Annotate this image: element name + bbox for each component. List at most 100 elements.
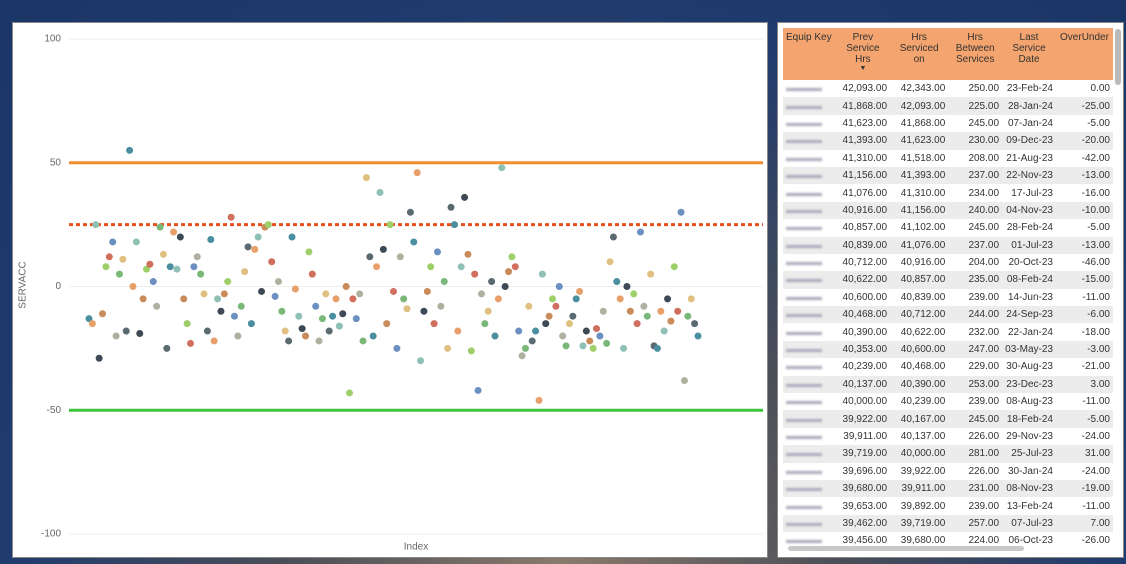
table-cell: 232.00 <box>968 326 1000 338</box>
table-cell: 42,093.00 <box>842 83 888 95</box>
redacted-text <box>786 453 822 457</box>
point <box>680 377 688 385</box>
y-axis-label: SERVACC <box>18 261 29 308</box>
table-cell: 01-Jul-23 <box>1002 236 1056 254</box>
equip-key-cell <box>783 219 836 236</box>
point <box>305 248 313 256</box>
table-cell: -26.00 <box>1081 535 1110 547</box>
table-cell: -25.00 <box>1055 97 1113 115</box>
point <box>623 283 631 290</box>
table-cell: -24.00 <box>1081 431 1110 442</box>
point <box>247 320 255 328</box>
table-cell: 07-Jul-23 <box>1002 514 1056 533</box>
table-cell: 41,076.00 <box>842 187 888 199</box>
point <box>606 258 614 266</box>
point <box>143 265 151 273</box>
equip-key-cell <box>783 463 836 480</box>
point <box>302 332 310 340</box>
table-cell: 40,916.00 <box>900 257 946 269</box>
point <box>183 320 191 328</box>
point <box>498 164 506 172</box>
equip-key-cell <box>783 132 836 150</box>
point <box>214 295 222 303</box>
point <box>349 295 357 303</box>
point <box>559 332 567 340</box>
redacted-text <box>786 296 822 300</box>
table-cell: 06-Oct-23 <box>1008 535 1053 547</box>
table-cell: 39,892.00 <box>900 500 946 512</box>
point <box>396 253 404 261</box>
redacted-text <box>786 349 822 353</box>
point <box>373 263 381 271</box>
equip-key-cell <box>783 479 836 498</box>
point <box>281 327 289 335</box>
point <box>444 344 452 352</box>
point <box>417 357 425 365</box>
point <box>149 278 157 286</box>
point <box>244 243 252 251</box>
y-tick-label: -50 <box>47 405 62 416</box>
point <box>501 283 509 290</box>
redacted-text <box>786 209 822 213</box>
table-cell: -42.00 <box>1081 152 1110 164</box>
point <box>383 320 391 328</box>
table-cell: 30-Aug-23 <box>1006 361 1053 373</box>
redacted-text <box>786 505 822 509</box>
table-cell: 240.00 <box>948 201 1003 220</box>
equip-key-cell <box>783 497 836 514</box>
table-cell: 39,462.00 <box>835 514 891 533</box>
scrollbar[interactable] <box>788 546 1024 551</box>
point <box>176 233 184 241</box>
table-cell: 04-Nov-23 <box>1002 201 1056 220</box>
point <box>153 302 161 310</box>
point <box>440 278 448 286</box>
y-tick-label: -100 <box>41 529 61 540</box>
table-cell: 42,343.00 <box>900 83 946 95</box>
redacted-text <box>786 383 822 387</box>
point <box>569 312 577 320</box>
point <box>122 327 130 335</box>
point <box>390 287 397 295</box>
point <box>288 233 296 241</box>
table-cell: 22-Jan-24 <box>1007 326 1053 338</box>
point <box>251 245 259 253</box>
table-row: 41,156.00 41,393.00 237.00 22-Nov-23 -13.00 <box>783 166 1113 185</box>
point <box>694 332 702 340</box>
table-cell: 39,696.00 <box>842 465 888 477</box>
point <box>589 344 597 352</box>
equip-key-cell <box>783 115 836 132</box>
point <box>362 174 370 182</box>
table-cell: 40,622.00 <box>900 326 946 338</box>
table-cell: 40,600.00 <box>890 340 949 359</box>
point <box>579 342 587 350</box>
point <box>454 327 462 335</box>
column-header: Last Service Date <box>1002 28 1056 80</box>
point <box>674 307 682 315</box>
table-cell: 41,518.00 <box>900 152 946 164</box>
table-cell: 07-Jan-24 <box>1007 117 1053 129</box>
table-cell: 40,390.00 <box>890 375 949 394</box>
scrollbar[interactable] <box>1115 29 1121 85</box>
redacted-text <box>786 470 822 474</box>
redacted-text <box>786 331 822 335</box>
table-cell: 235.00 <box>948 271 1003 289</box>
point <box>677 208 685 216</box>
table-cell: -16.00 <box>1081 187 1110 199</box>
table-cell: 245.00 <box>968 117 1000 129</box>
table-cell: 39,456.00 <box>842 535 888 547</box>
point <box>464 250 472 258</box>
point <box>346 389 354 397</box>
point <box>379 245 387 253</box>
table-cell: -46.00 <box>1081 257 1110 269</box>
redacted-text <box>786 227 822 231</box>
point <box>274 278 282 286</box>
table-cell: 41,623.00 <box>842 117 888 129</box>
point <box>616 295 624 303</box>
point <box>308 270 316 278</box>
table-cell: 40,000.00 <box>890 445 949 463</box>
equip-key-cell <box>783 236 836 254</box>
point <box>139 295 147 303</box>
table-cell: 39,680.00 <box>835 479 891 498</box>
table-cell: 247.00 <box>948 340 1003 359</box>
point <box>200 290 208 298</box>
